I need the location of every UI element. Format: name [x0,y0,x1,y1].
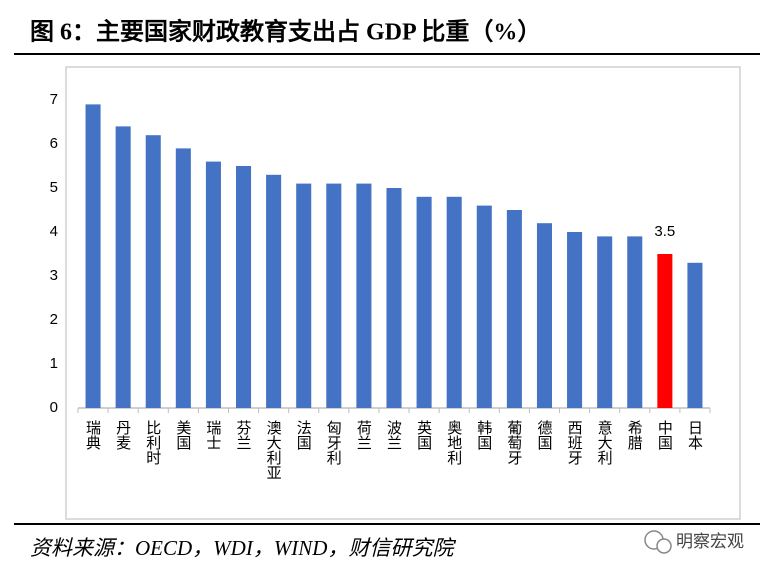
x-tick-label: 芬兰 [235,420,253,450]
bar [597,236,613,408]
y-tick-label: 0 [50,399,58,416]
bar [687,262,703,408]
x-tick-label: 日本 [686,420,704,450]
bar [175,148,191,408]
y-tick-label: 7 [50,91,58,108]
x-tick-label: 澳大利亚 [265,420,283,480]
x-tick-label: 瑞典 [84,420,102,450]
bar [476,205,492,408]
bar [296,183,312,408]
x-tick-label: 瑞士 [204,420,222,450]
x-tick-label: 意大利 [596,419,614,465]
bar [567,232,583,408]
bar [416,196,432,408]
x-tick-label: 德国 [535,419,553,450]
x-tick-label: 荷兰 [355,420,373,450]
y-tick-label: 2 [50,311,58,328]
y-tick-label: 1 [50,355,58,372]
bar [145,135,161,408]
x-tick-label: 希腊 [626,420,644,451]
y-tick-label: 5 [50,179,58,196]
bar [386,188,402,408]
bar [326,183,342,408]
y-tick-label: 6 [50,135,58,152]
x-tick-label: 英国 [415,419,433,450]
x-tick-label: 西班牙 [566,420,584,466]
bar [506,210,522,408]
source-note: 资料来源：OECD，WDI，WIND，财信研究院 [30,536,456,560]
chart-title: 图 6：主要国家财政教育支出占 GDP 比重（%） [30,18,541,46]
x-tick-label: 美国 [174,420,192,450]
bar [446,196,462,408]
x-tick-label: 法国 [295,420,313,450]
y-tick-label: 3 [50,267,58,284]
x-tick-label: 丹麦 [114,420,132,450]
x-tick-label: 中国 [656,420,674,450]
x-tick-label: 波兰 [385,420,403,450]
bar [657,254,673,408]
x-tick-label: 比利时 [144,420,162,465]
x-tick-label: 奥地利 [445,420,463,465]
bar [236,166,252,408]
chart-frame [65,66,741,520]
data-label: 3.5 [654,223,675,240]
x-tick-label: 葡萄牙 [505,420,523,466]
bar [266,174,282,408]
bar [356,183,372,408]
x-tick-label: 韩国 [475,420,493,450]
watermark: 明察宏观 [676,532,744,552]
x-tick-label: 匈牙利 [325,420,343,465]
bar [536,223,552,408]
bar [85,104,101,409]
watermark-icon [644,530,672,554]
bar [205,161,221,408]
y-tick-label: 4 [50,223,58,240]
bar [627,236,643,408]
bar [115,126,131,409]
